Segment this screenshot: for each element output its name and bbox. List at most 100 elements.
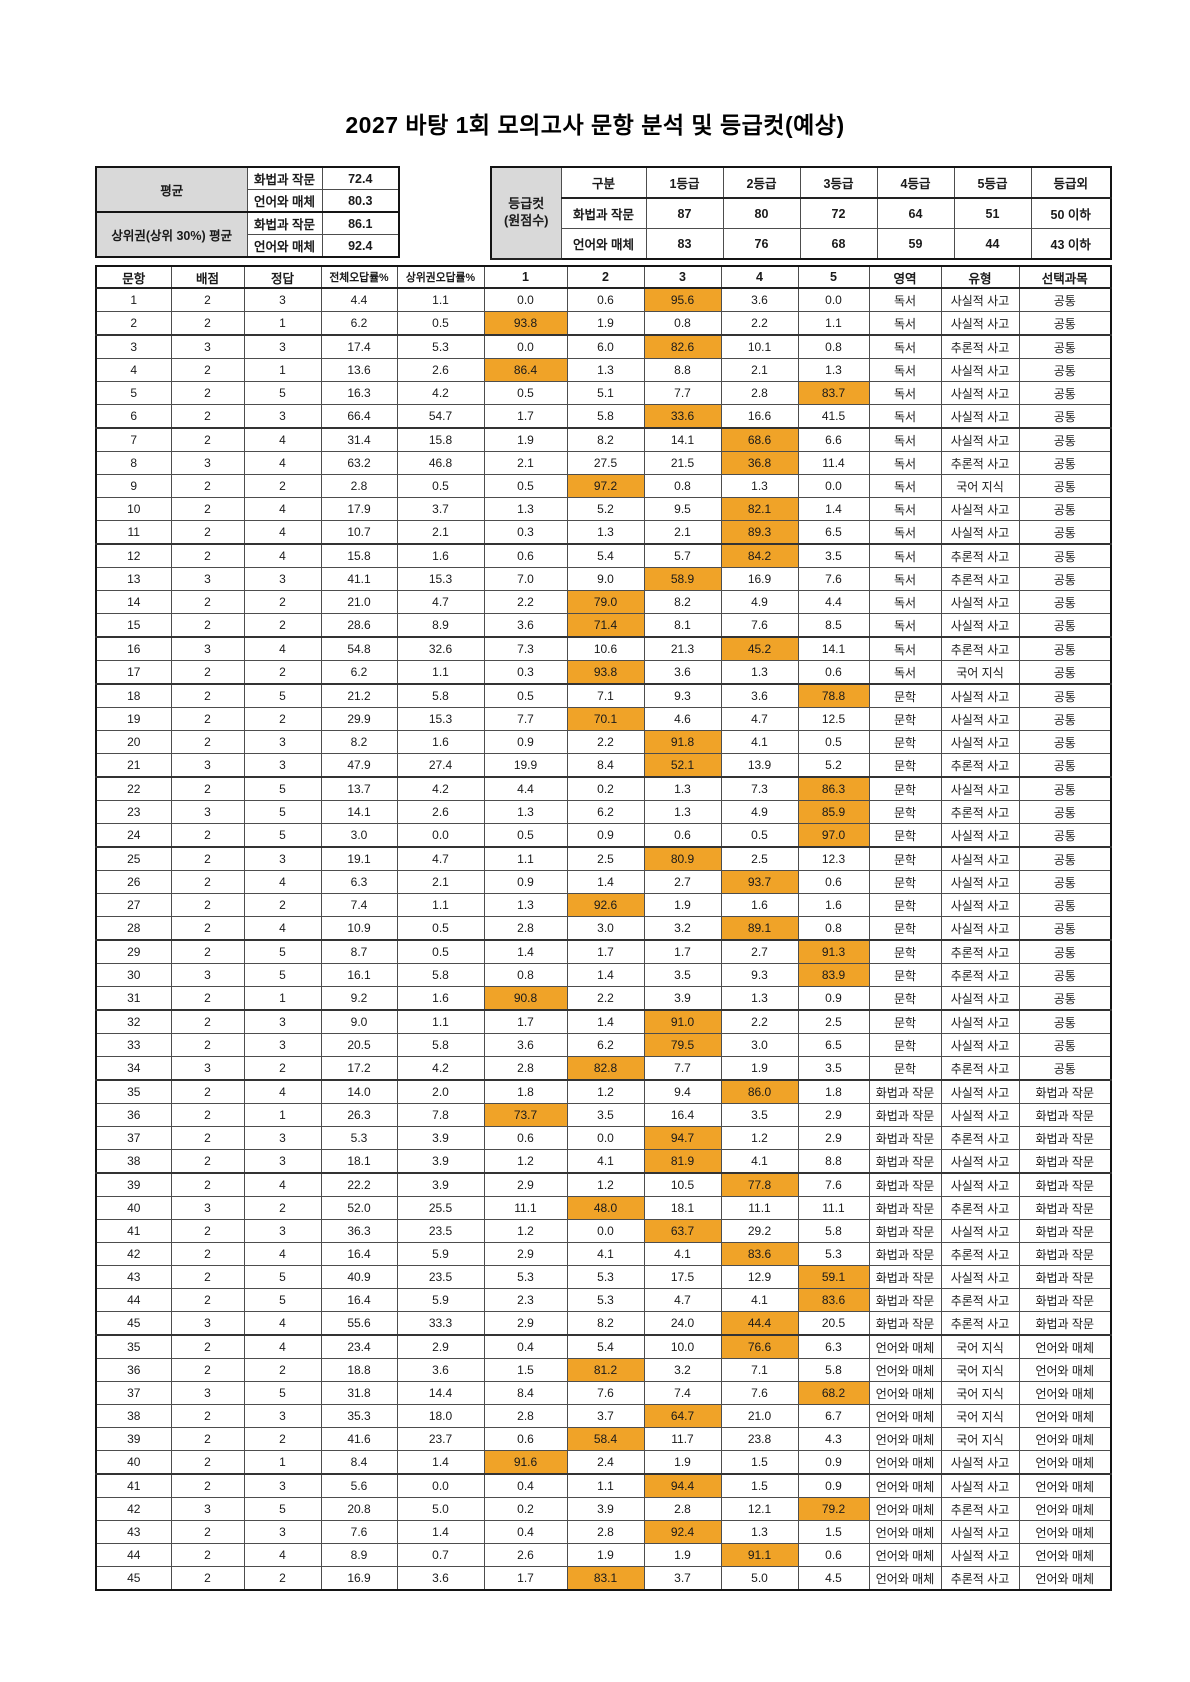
top-wrong-rate-cell: 15.3 [396,567,485,591]
answer-cell: 3 [243,730,322,754]
choice-1-cell: 1.2 [483,1149,568,1174]
elective-subject-cell: 화법과 작문 [1018,1079,1112,1104]
area-cell: 언어와 매체 [868,1404,942,1428]
elective-subject-cell: 언어와 매체 [1018,1566,1112,1591]
choice-5-cell: 2.9 [797,1126,870,1150]
grade-cut-corner-line1: 등급컷 [508,196,545,212]
overall-wrong-rate-cell: 41.6 [320,1427,398,1451]
area-cell: 언어와 매체 [868,1450,942,1475]
question-type-cell: 사실적 사고 [940,1079,1020,1104]
answer-cell: 2 [243,1566,322,1591]
col-header-choice-5: 5 [797,265,870,289]
question-row: 37 3 5 31.8 14.4 8.4 7.6 7.4 7.6 68.2 언어와 매체 국어 지식 언… [95,1381,1112,1405]
question-cell: 31 [95,986,172,1011]
choice-5-cell: 5.3 [797,1242,870,1266]
question-cell: 22 [95,776,172,801]
area-cell: 문학 [868,1056,942,1081]
choice-3-cell: 92.4 [643,1520,722,1544]
answer-cell: 4 [243,451,322,475]
choice-1-cell: 0.5 [483,823,568,848]
choice-4-cell: 1.6 [720,893,799,917]
elective-subject-cell: 공통 [1018,939,1112,964]
choice-1-cell: 90.8 [483,986,568,1011]
choice-2-cell: 5.1 [566,381,645,405]
question-cell: 25 [95,846,172,871]
area-cell: 문학 [868,939,942,964]
choice-4-cell: 10.1 [720,334,799,359]
top-wrong-rate-cell: 25.5 [396,1196,485,1220]
choice-3-cell: 10.0 [643,1334,722,1359]
top-wrong-rate-cell: 18.0 [396,1404,485,1428]
choice-3-cell: 80.9 [643,846,722,871]
question-cell: 39 [95,1427,172,1451]
question-type-cell: 추론적 사고 [940,1311,1020,1336]
overall-wrong-rate-cell: 21.2 [320,683,398,708]
avg-row: 상위권(상위 30%) 평균 화법과 작문 86.1 [95,211,400,258]
elective-subject-cell: 공통 [1018,800,1112,824]
question-row: 6 2 3 66.4 54.7 1.7 5.8 33.6 16.6 41.5 독서 사실적 사고 공통 [95,404,1112,429]
points-cell: 2 [170,1172,245,1197]
choice-4-cell: 2.2 [720,311,799,336]
choice-1-cell: 2.8 [483,1404,568,1428]
top-wrong-rate-cell: 4.7 [396,590,485,614]
question-type-cell: 추론적 사고 [940,1056,1020,1081]
elective-subject-cell: 공통 [1018,613,1112,638]
elective-subject-cell: 화법과 작문 [1018,1265,1112,1289]
top-wrong-rate-cell: 4.7 [396,846,485,871]
choice-5-cell: 1.8 [797,1079,870,1104]
grade-cut-value: 51 [953,197,1032,229]
choice-2-cell: 6.0 [566,334,645,359]
question-row: 13 3 3 41.1 15.3 7.0 9.0 58.9 16.9 7.6 독서 추론적 사고 공통 [95,567,1112,591]
question-row: 3 3 3 17.4 5.3 0.0 6.0 82.6 10.1 0.8 독서 추론적 사고 공통 [95,334,1112,359]
top-wrong-rate-cell: 0.0 [396,823,485,848]
elective-subject-cell: 화법과 작문 [1018,1149,1112,1174]
choice-1-cell: 1.8 [483,1079,568,1104]
points-cell: 3 [170,1196,245,1220]
points-cell: 2 [170,497,245,521]
choice-4-cell: 4.9 [720,590,799,614]
question-row: 20 2 3 8.2 1.6 0.9 2.2 91.8 4.1 0.5 문학 사실적 사고 공통 [95,730,1112,754]
choice-3-cell: 11.7 [643,1427,722,1451]
elective-subject-cell: 공통 [1018,963,1112,987]
choice-4-cell: 91.1 [720,1543,799,1567]
grade-cut-header-below: 등급외 [1030,166,1112,199]
choice-4-cell: 1.9 [720,1056,799,1081]
choice-2-cell: 3.0 [566,916,645,941]
choice-1-cell: 0.0 [483,334,568,359]
avg-value: 86.1 [321,211,400,235]
question-cell: 20 [95,730,172,754]
question-cell: 30 [95,963,172,987]
choice-3-cell: 82.6 [643,334,722,359]
choice-4-cell: 1.3 [720,474,799,498]
question-row: 21 3 3 47.9 27.4 19.9 8.4 52.1 13.9 5.2 문학 추론적 사고 공통 [95,753,1112,778]
elective-subject-cell: 공통 [1018,567,1112,591]
top-wrong-rate-cell: 23.5 [396,1219,485,1243]
question-cell: 21 [95,753,172,778]
choice-5-cell: 83.9 [797,963,870,987]
answer-cell: 1 [243,358,322,382]
choice-4-cell: 83.6 [720,1242,799,1266]
question-cell: 16 [95,636,172,661]
choice-2-cell: 92.6 [566,893,645,917]
choice-2-cell: 5.8 [566,404,645,429]
question-row: 17 2 2 6.2 1.1 0.3 93.8 3.6 1.3 0.6 독서 국어 지식 공통 [95,660,1112,685]
question-cell: 43 [95,1265,172,1289]
question-type-cell: 국어 지식 [940,1427,1020,1451]
overall-wrong-rate-cell: 55.6 [320,1311,398,1336]
question-type-cell: 추론적 사고 [940,567,1020,591]
elective-subject-cell: 화법과 작문 [1018,1242,1112,1266]
question-type-cell: 추론적 사고 [940,636,1020,661]
choice-5-cell: 0.6 [797,1543,870,1567]
question-cell: 8 [95,451,172,475]
elective-subject-cell: 언어와 매체 [1018,1358,1112,1382]
overall-wrong-rate-cell: 26.3 [320,1103,398,1127]
area-cell: 언어와 매체 [868,1358,942,1382]
overall-wrong-rate-cell: 4.4 [320,287,398,312]
answer-cell: 3 [243,1126,322,1150]
choice-5-cell: 41.5 [797,404,870,429]
points-cell: 2 [170,1358,245,1382]
choice-3-cell: 2.1 [643,520,722,545]
choice-4-cell: 11.1 [720,1196,799,1220]
top-wrong-rate-cell: 1.6 [396,986,485,1011]
elective-subject-cell: 공통 [1018,846,1112,871]
